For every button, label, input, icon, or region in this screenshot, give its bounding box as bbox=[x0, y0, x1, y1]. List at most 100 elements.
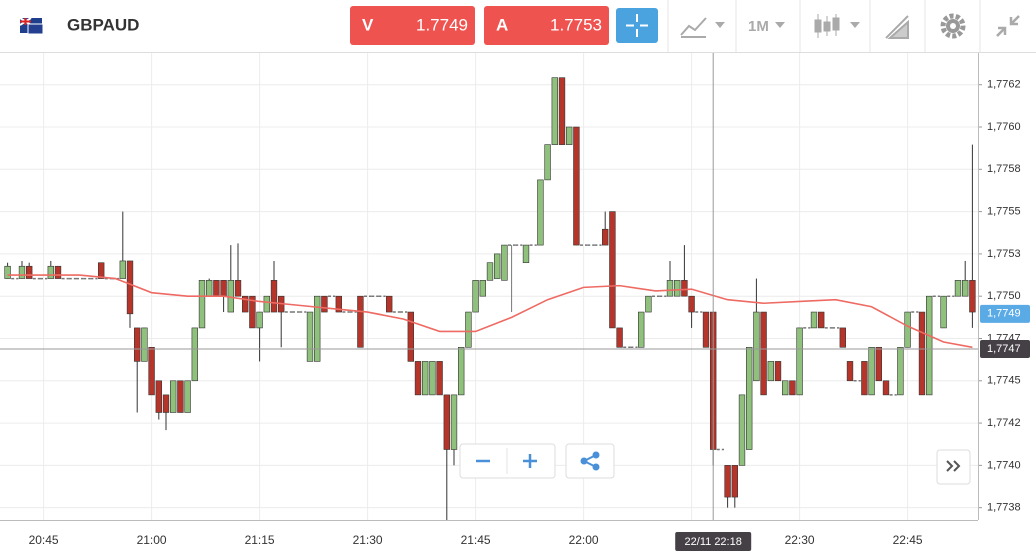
settings-icon[interactable] bbox=[940, 13, 966, 39]
candle-body bbox=[702, 311, 710, 348]
candle-body bbox=[918, 311, 926, 396]
x-tick-label: 21:15 bbox=[245, 533, 275, 547]
candle-body bbox=[270, 280, 278, 313]
scroll-end-icon bbox=[946, 460, 961, 472]
candle-body bbox=[645, 295, 652, 313]
candle-body bbox=[465, 311, 472, 348]
candle-body bbox=[213, 280, 220, 297]
candle-body bbox=[760, 311, 767, 396]
candle-body bbox=[666, 280, 674, 297]
candle-body bbox=[306, 311, 314, 362]
dropdown-caret bbox=[850, 22, 860, 28]
crosshair-icon bbox=[626, 14, 648, 37]
candle-body bbox=[551, 77, 558, 145]
candle-body bbox=[796, 327, 803, 396]
candle-body bbox=[638, 311, 645, 348]
candle-body bbox=[724, 465, 731, 498]
candle-body bbox=[220, 280, 227, 297]
candle-body bbox=[256, 311, 263, 329]
share-dot bbox=[592, 451, 600, 459]
candle-body bbox=[170, 380, 177, 413]
candle-body bbox=[897, 346, 904, 396]
buy-price: 1.7753 bbox=[550, 15, 602, 34]
plot: 20:4521:0021:1521:3021:4522:0022:1522:30… bbox=[0, 53, 1030, 551]
candle-body bbox=[386, 295, 393, 313]
timeframe[interactable]: 1M bbox=[748, 18, 769, 35]
candle-body bbox=[422, 361, 429, 396]
x-tick-label: 20:45 bbox=[29, 533, 59, 547]
moving-average bbox=[7, 274, 973, 349]
candle-body bbox=[904, 311, 911, 348]
candle-body bbox=[472, 280, 479, 313]
draw-icon[interactable] bbox=[885, 15, 909, 39]
symbol: GBPAUD bbox=[67, 15, 139, 34]
candle-body bbox=[926, 295, 933, 396]
candle-body bbox=[818, 311, 825, 329]
share-button[interactable] bbox=[565, 443, 615, 479]
candle-body bbox=[962, 280, 969, 297]
candle-body bbox=[443, 394, 450, 450]
candle-body bbox=[810, 311, 818, 329]
zoom-in-icon bbox=[523, 454, 537, 468]
candle-body bbox=[566, 126, 573, 145]
candle-body bbox=[674, 280, 681, 297]
x-tick-label: 21:45 bbox=[461, 533, 491, 547]
candle-body bbox=[486, 262, 494, 281]
sell-button[interactable] bbox=[350, 6, 475, 45]
x-tick-label: 22:45 bbox=[893, 533, 923, 547]
share-dot bbox=[580, 457, 588, 465]
last-price-bg bbox=[980, 304, 1030, 323]
candle-body bbox=[47, 265, 54, 279]
last-price-label: 1,7749 bbox=[987, 308, 1021, 320]
candle-body bbox=[126, 260, 134, 315]
collapse-icon[interactable] bbox=[996, 15, 1020, 37]
candle-body bbox=[177, 380, 184, 413]
candle-body bbox=[26, 265, 33, 279]
candle-body bbox=[861, 361, 868, 396]
candle-body bbox=[681, 280, 688, 297]
candle-body bbox=[616, 327, 623, 348]
candle-body bbox=[875, 346, 882, 382]
candle-body bbox=[753, 311, 760, 382]
candle-body bbox=[558, 77, 566, 145]
crosshair-y-label-bg bbox=[980, 340, 1030, 359]
candle-body bbox=[414, 361, 422, 396]
candle-body bbox=[450, 394, 458, 450]
chart-type-icon[interactable] bbox=[680, 17, 707, 38]
candle-body bbox=[868, 346, 875, 396]
y-tick-label: 1,7745 bbox=[987, 375, 1021, 387]
candle-body bbox=[839, 327, 846, 348]
buy-label: A bbox=[496, 15, 508, 34]
candle-body bbox=[134, 327, 141, 362]
y-tick-label: 1,7740 bbox=[987, 459, 1021, 471]
crosshair-x-label: 22/11 22:18 bbox=[685, 536, 742, 548]
candle-body bbox=[767, 361, 774, 382]
x-tick-label: 21:00 bbox=[137, 533, 167, 547]
candle-body bbox=[522, 244, 530, 264]
crosshair-button[interactable] bbox=[616, 8, 658, 43]
candle-body bbox=[198, 280, 206, 329]
candle-body bbox=[4, 265, 11, 279]
candle-body bbox=[234, 280, 242, 297]
candle-icon[interactable] bbox=[814, 14, 840, 38]
candle-body bbox=[954, 280, 962, 297]
buy-button[interactable] bbox=[484, 6, 609, 45]
y-tick-label: 1,7760 bbox=[987, 121, 1021, 133]
candle-body bbox=[184, 380, 191, 413]
dropdown-caret bbox=[715, 22, 725, 28]
candle-body bbox=[774, 361, 782, 382]
candle-body bbox=[544, 144, 551, 181]
dropdown-caret bbox=[775, 22, 785, 28]
sell-price: 1.7749 bbox=[416, 15, 468, 34]
scroll-end-button[interactable] bbox=[936, 449, 971, 485]
separators bbox=[667, 0, 981, 52]
candle-body bbox=[573, 126, 580, 246]
candle-body bbox=[119, 260, 126, 279]
candle-body bbox=[321, 295, 328, 313]
crosshair-y-label: 1,7747 bbox=[987, 343, 1021, 355]
candle-body bbox=[429, 361, 436, 396]
x-tick-label: 21:30 bbox=[353, 533, 383, 547]
candle-body bbox=[148, 346, 155, 396]
